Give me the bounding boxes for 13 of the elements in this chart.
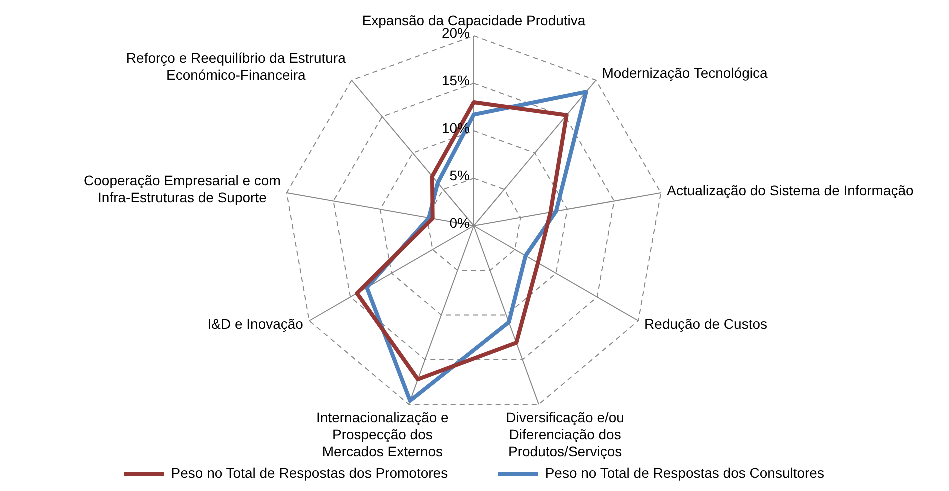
legend-label: Peso no Total de Respostas dos Consultores (545, 464, 824, 481)
spoke-label: Redução de Custos (644, 316, 768, 332)
spoke-label: Reforço e Reequilíbrio da Estrutura Económico-Financeira (126, 50, 346, 83)
y-tick-label: 5% (450, 167, 470, 184)
y-tick-label: 0% (450, 214, 470, 231)
spoke-label: Cooperação Empresarial e com Infra-Estruturas de Suporte (84, 172, 281, 206)
spoke-label: Internacionalização e Prospecção dos Mercados Externos (316, 410, 450, 460)
spoke-label: Modernização Tecnológica (602, 64, 768, 81)
legend-label: Peso no Total de Respostas dos Promotores (171, 464, 448, 481)
spoke-label: Diversificação e/ou Diferenciação dos Produtos/Serviços (506, 410, 624, 460)
spoke-label: I&D e Inovação (208, 316, 304, 332)
spoke-label: Actualização do Sistema de Informação (667, 182, 914, 198)
y-tick-label: 15% (442, 72, 470, 88)
